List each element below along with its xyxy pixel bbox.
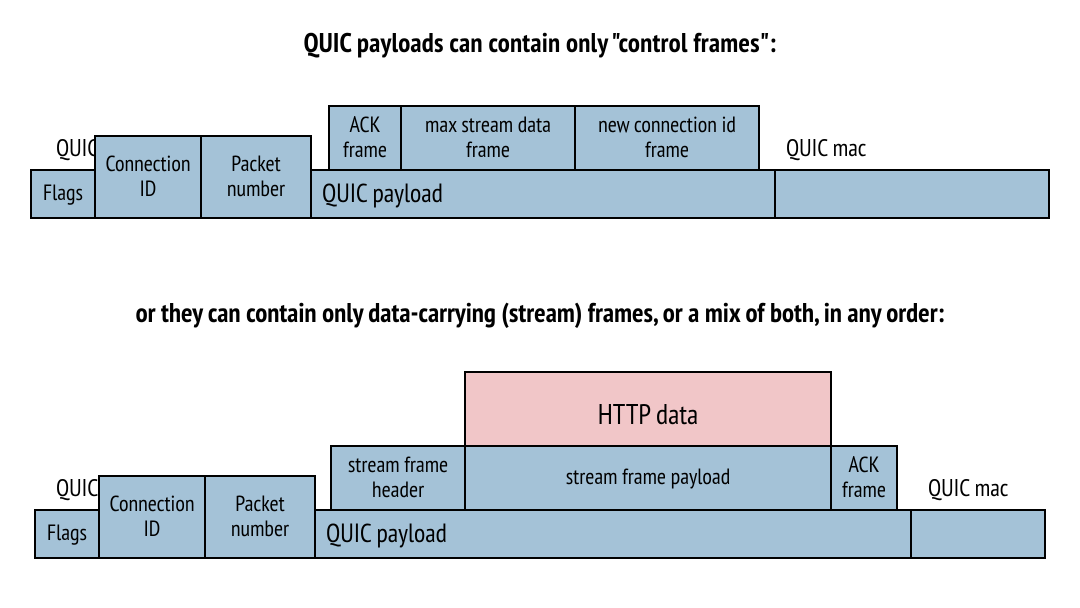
d1-packet-number: Packet number: [200, 135, 312, 219]
d1-connection-id: Connection ID: [94, 135, 202, 219]
d1-ack-frame: ACK frame: [328, 105, 402, 171]
d2-quic-payload: QUIC payload: [314, 509, 912, 559]
title-1: QUIC payloads can contain only "control …: [0, 26, 1080, 60]
d2-connection-id: Connection ID: [98, 475, 206, 559]
d2-stream-frame-header: stream frame header: [330, 445, 466, 511]
d2-mac-label: QUIC mac: [928, 472, 1008, 503]
d1-quic-mac: [774, 169, 1050, 219]
d1-new-connection-id-frame: new connection id frame: [574, 105, 760, 171]
d1-max-stream-data-frame: max stream data frame: [400, 105, 576, 171]
d1-mac-label: QUIC mac: [786, 132, 866, 163]
d1-flags: Flags: [30, 169, 96, 219]
d2-ack-frame: ACK frame: [830, 445, 898, 511]
d2-packet-number: Packet number: [204, 475, 316, 559]
d1-quic-payload: QUIC payload: [310, 169, 776, 219]
d2-stream-frame-payload: stream frame payload: [464, 445, 832, 511]
d2-quic-mac: [910, 509, 1046, 559]
d2-flags: Flags: [34, 509, 100, 559]
title-2: or they can contain only data-carrying (…: [0, 296, 1080, 330]
